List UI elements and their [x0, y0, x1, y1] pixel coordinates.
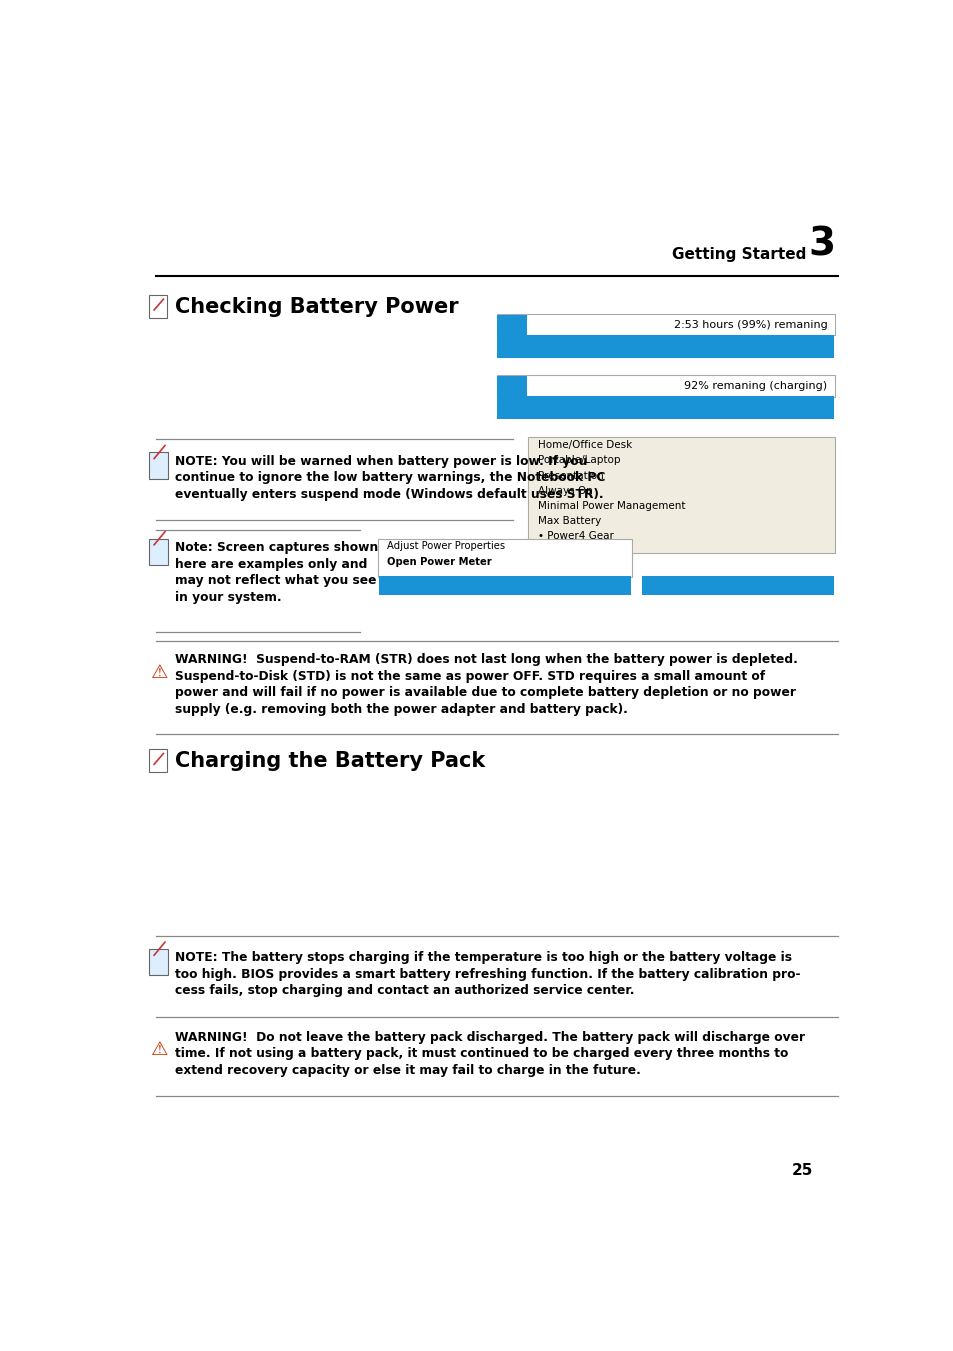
- Text: time. If not using a battery pack, it must continued to be charged every three m: time. If not using a battery pack, it mu…: [174, 1047, 787, 1061]
- FancyBboxPatch shape: [150, 295, 167, 317]
- Text: Suspend-to-Disk (STD) is not the same as power OFF. STD requires a small amount : Suspend-to-Disk (STD) is not the same as…: [174, 670, 764, 684]
- FancyBboxPatch shape: [497, 313, 834, 335]
- FancyBboxPatch shape: [150, 948, 168, 975]
- Text: WARNING!  Suspend-to-RAM (STR) does not last long when the battery power is depl: WARNING! Suspend-to-RAM (STR) does not l…: [174, 654, 797, 666]
- FancyBboxPatch shape: [641, 577, 833, 594]
- Text: continue to ignore the low battery warnings, the Notebook PC: continue to ignore the low battery warni…: [174, 471, 605, 484]
- FancyBboxPatch shape: [497, 376, 834, 397]
- Text: Presentation: Presentation: [537, 470, 603, 481]
- FancyBboxPatch shape: [497, 335, 833, 358]
- Text: 3: 3: [807, 226, 835, 263]
- Text: Open Power Meter: Open Power Meter: [386, 557, 491, 567]
- Text: ⚠: ⚠: [151, 1040, 168, 1059]
- FancyBboxPatch shape: [378, 577, 630, 594]
- Text: in your system.: in your system.: [174, 590, 281, 604]
- Text: NOTE: You will be warned when battery power is low. If you: NOTE: You will be warned when battery po…: [174, 455, 587, 467]
- FancyBboxPatch shape: [497, 396, 833, 419]
- FancyBboxPatch shape: [527, 436, 834, 553]
- Text: 2:53 hours (99%) remaning: 2:53 hours (99%) remaning: [673, 320, 827, 330]
- FancyBboxPatch shape: [150, 748, 167, 771]
- Text: 92% remaning (charging): 92% remaning (charging): [683, 381, 827, 392]
- Text: power and will fail if no power is available due to complete battery depletion o: power and will fail if no power is avail…: [174, 686, 795, 700]
- FancyBboxPatch shape: [150, 453, 168, 478]
- Text: Checking Battery Power: Checking Battery Power: [174, 297, 458, 317]
- Text: WARNING!  Do not leave the battery pack discharged. The battery pack will discha: WARNING! Do not leave the battery pack d…: [174, 1031, 804, 1044]
- FancyBboxPatch shape: [150, 539, 168, 565]
- Text: Minimal Power Management: Minimal Power Management: [537, 500, 684, 511]
- FancyBboxPatch shape: [497, 376, 526, 396]
- FancyBboxPatch shape: [497, 315, 526, 335]
- Text: cess fails, stop charging and contact an authorized service center.: cess fails, stop charging and contact an…: [174, 985, 634, 997]
- Text: Note: Screen captures shown: Note: Screen captures shown: [174, 540, 378, 554]
- Text: Always On: Always On: [537, 485, 592, 496]
- Text: supply (e.g. removing both the power adapter and battery pack).: supply (e.g. removing both the power ada…: [174, 703, 627, 716]
- Text: Charging the Battery Pack: Charging the Battery Pack: [174, 751, 485, 771]
- Text: NOTE: The battery stops charging if the temperature is too high or the battery v: NOTE: The battery stops charging if the …: [174, 951, 791, 965]
- FancyBboxPatch shape: [377, 539, 631, 577]
- Text: 25: 25: [791, 1163, 813, 1178]
- Text: extend recovery capacity or else it may fail to charge in the future.: extend recovery capacity or else it may …: [174, 1063, 640, 1077]
- Text: Getting Started: Getting Started: [672, 247, 806, 262]
- Text: eventually enters suspend mode (Windows default uses STR).: eventually enters suspend mode (Windows …: [174, 488, 603, 501]
- Text: here are examples only and: here are examples only and: [174, 558, 367, 570]
- Text: Max Battery: Max Battery: [537, 516, 600, 526]
- Text: Portable/Laptop: Portable/Laptop: [537, 455, 619, 466]
- Text: Home/Office Desk: Home/Office Desk: [537, 440, 631, 450]
- Text: • Power4 Gear: • Power4 Gear: [537, 531, 613, 540]
- Text: may not reflect what you see: may not reflect what you see: [174, 574, 376, 588]
- Text: Adjust Power Properties: Adjust Power Properties: [386, 540, 504, 551]
- Text: ⚠: ⚠: [151, 663, 168, 682]
- Text: too high. BIOS provides a smart battery refreshing function. If the battery cali: too high. BIOS provides a smart battery …: [174, 967, 800, 981]
